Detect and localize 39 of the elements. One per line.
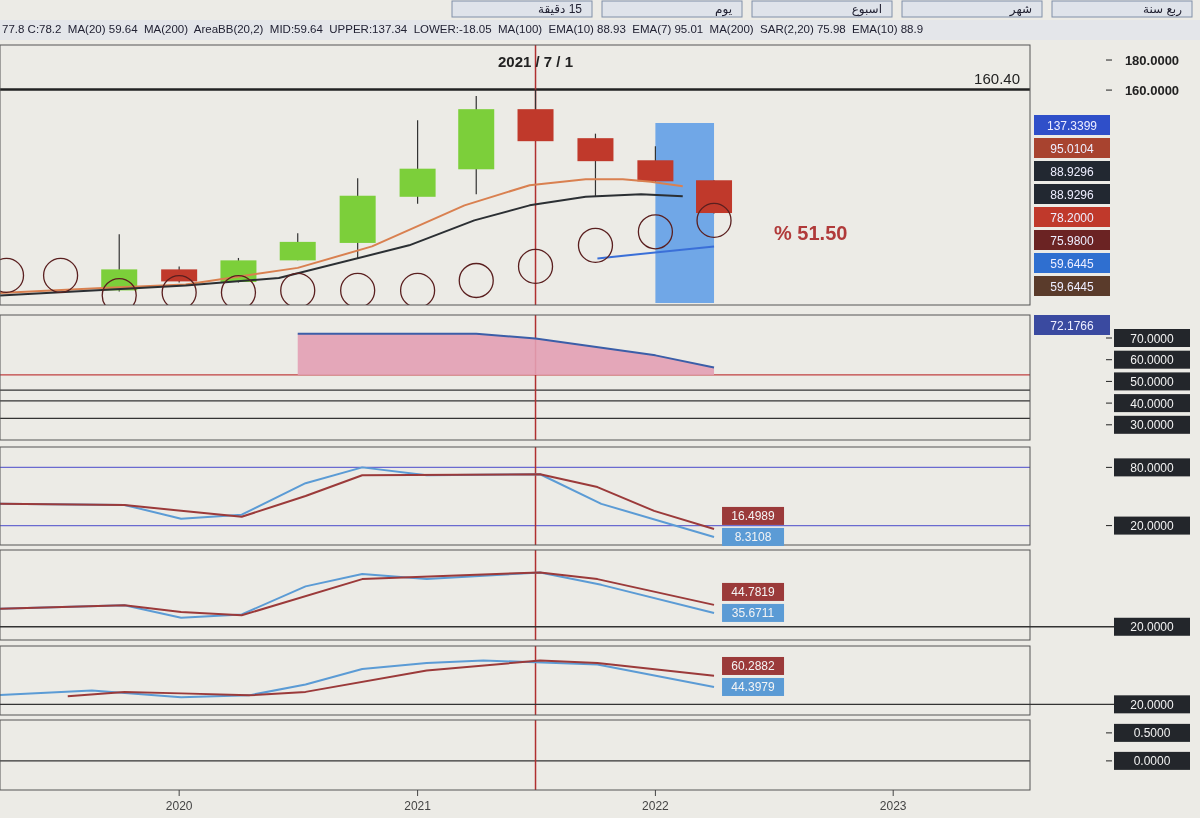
- y-tick-label: 160.0000: [1124, 83, 1180, 99]
- y-tick-label: 0.5000: [1133, 726, 1171, 741]
- data-label: 8.3108: [734, 529, 772, 544]
- annotation: % 51.50: [774, 222, 848, 244]
- tab: 15 دقيقة: [451, 0, 593, 18]
- y-tick-label: 50.0000: [1130, 374, 1175, 389]
- x-tick-label: 2023: [879, 799, 907, 813]
- y-tick-label: 40.0000: [1130, 396, 1175, 411]
- y-tick-label: 70.0000: [1130, 331, 1175, 346]
- y-tick-label: 30.0000: [1130, 418, 1175, 433]
- data-label: 44.3979: [731, 679, 776, 694]
- text: 59.6445: [1050, 279, 1095, 294]
- text: 59.6445: [1050, 256, 1095, 271]
- tab: ربع سنة: [1051, 0, 1193, 18]
- ref-line-label: 160.40: [974, 70, 1020, 88]
- y-tick-label: 80.0000: [1130, 460, 1175, 475]
- x-tick-label: 2020: [165, 799, 193, 813]
- chart-subtitle: 77.8 C:78.2 MA(20) 59.64 MA(200) AreaBB(20,2) MID:59.64 UPPER:137.34 LOWER:-18.05 MA(100) EMA(10) 88.93 EMA(7) 95.01 MA(200) SAR(2,20) 75.98 EMA(10) 88.9: [2, 23, 924, 35]
- text: 75.9800: [1050, 233, 1095, 248]
- y-tick-label: 180.0000: [1124, 53, 1180, 69]
- tab: اسبوع: [751, 0, 893, 18]
- text: 72.1766: [1050, 318, 1095, 333]
- data-label: 35.6711: [731, 605, 775, 620]
- text: 137.3399: [1046, 118, 1098, 133]
- text: 88.9296: [1050, 164, 1095, 179]
- text: 88.9296: [1050, 187, 1095, 202]
- ref-line-label: 2021 / 7 / 1: [497, 53, 574, 70]
- text: 78.2000: [1050, 210, 1095, 225]
- data-label: 16.4989: [731, 508, 776, 523]
- x-tick-label: 2022: [642, 799, 670, 813]
- y-tick-label: 0.0000: [1133, 754, 1171, 769]
- x-tick-label: 2021: [404, 799, 432, 813]
- data-label: 44.7819: [731, 584, 776, 599]
- tab: شهر: [901, 0, 1043, 18]
- data-label: 60.2882: [731, 658, 776, 673]
- tab: يوم: [601, 0, 743, 18]
- y-tick-label: 20.0000: [1130, 519, 1175, 534]
- text: 95.0104: [1050, 141, 1095, 156]
- y-tick-label: 60.0000: [1130, 353, 1175, 368]
